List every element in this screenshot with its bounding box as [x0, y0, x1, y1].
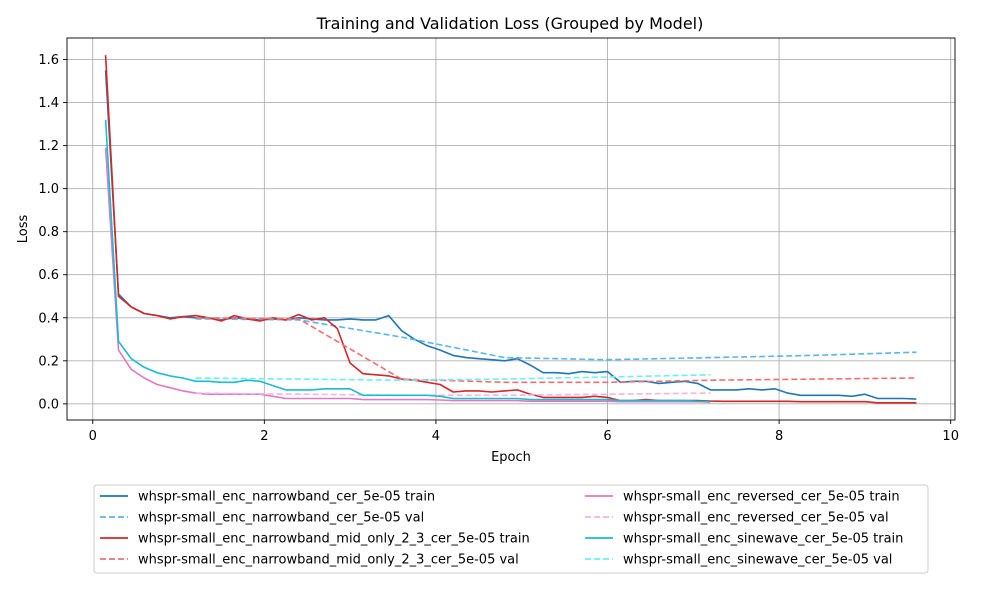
x-tick-label: 4 — [432, 429, 440, 444]
legend-label: whspr-small_enc_sinewave_cer_5e-05 train — [623, 532, 903, 547]
legend: whspr-small_enc_narrowband_cer_5e-05 tra… — [93, 484, 929, 574]
y-tick-label: 0.0 — [38, 397, 59, 412]
series-line-1 — [195, 318, 917, 361]
series-lines — [104, 55, 917, 404]
y-tick-label: 1.4 — [38, 96, 59, 111]
plot-frame — [66, 37, 956, 421]
legend-label: whspr-small_enc_narrowband_mid_only_2_3_… — [138, 553, 519, 568]
y-tick-label: 0.8 — [38, 225, 59, 240]
y-axis-label: Loss — [16, 215, 31, 244]
y-tick-label: 0.4 — [38, 311, 59, 326]
y-tick-label: 0.6 — [38, 268, 59, 283]
x-tick-label: 8 — [775, 429, 783, 444]
legend-label: whspr-small_enc_narrowband_mid_only_2_3_… — [138, 532, 530, 547]
legend-label: whspr-small_enc_sinewave_cer_5e-05 val — [623, 553, 892, 568]
legend-label: whspr-small_enc_reversed_cer_5e-05 train — [623, 490, 900, 505]
legend-label: whspr-small_enc_narrowband_cer_5e-05 tra… — [138, 490, 435, 505]
axis-ticks: 0 2 4 6 8 10 0.0 0.2 0.4 0.6 0.8 1.0 1.2 1.4 1.6 — [38, 53, 959, 444]
legend-label: whspr-small_enc_reversed_cer_5e-05 val — [623, 511, 889, 526]
legend-label: whspr-small_enc_narrowband_cer_5e-05 val — [138, 511, 424, 526]
x-tick-label: 0 — [89, 429, 97, 444]
x-axis-label: Epoch — [491, 450, 531, 465]
series-line-6 — [104, 119, 711, 403]
grid — [67, 38, 955, 420]
x-tick-label: 6 — [603, 429, 611, 444]
series-line-5 — [195, 392, 711, 397]
series-line-4 — [104, 147, 711, 403]
x-tick-label: 10 — [942, 429, 959, 444]
y-tick-label: 1.2 — [38, 139, 59, 154]
chart-title: Training and Validation Loss (Grouped by… — [316, 14, 704, 33]
y-tick-label: 0.2 — [38, 354, 59, 369]
series-line-2 — [104, 55, 917, 404]
series-line-0 — [104, 70, 917, 400]
y-tick-label: 1.6 — [38, 53, 59, 68]
legend-box — [93, 484, 929, 574]
series-line-7 — [195, 374, 711, 382]
x-tick-label: 2 — [260, 429, 268, 444]
series-line-3 — [195, 317, 917, 384]
y-tick-label: 1.0 — [38, 182, 59, 197]
